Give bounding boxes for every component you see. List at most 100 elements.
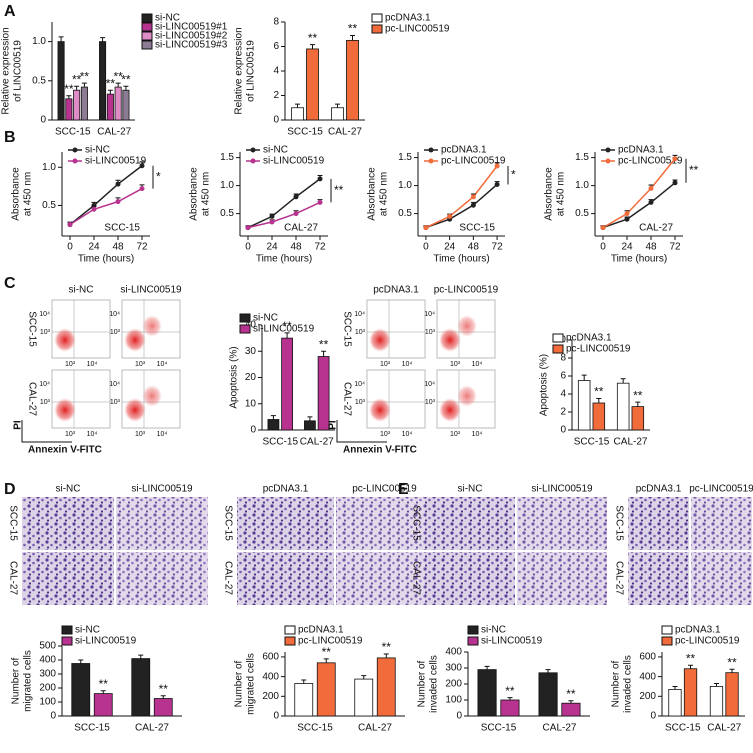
error-bar (123, 85, 129, 91)
legend-swatch (552, 333, 564, 343)
y-tick-label: 4 (273, 66, 279, 77)
legend-swatch (141, 31, 153, 41)
bar (346, 39, 359, 121)
y-tick-label: 0 (650, 711, 656, 722)
legend-label: si-LINC00519 (75, 636, 137, 647)
y-tick-label: 1.5 (398, 152, 412, 163)
y-tick-label: 0 (40, 115, 46, 126)
flow-tick-label: 10⁴ (39, 381, 50, 388)
error-bar (323, 658, 329, 663)
error-bar (713, 683, 719, 687)
point (447, 213, 453, 219)
error-bar (635, 401, 641, 407)
significance: ** (633, 388, 643, 402)
y-tick-label: 0.5 (575, 208, 589, 219)
error-bar (66, 95, 72, 99)
y-axis-label: Absorbance (11, 167, 22, 221)
error-bar (74, 85, 80, 91)
micrograph (336, 497, 433, 550)
line (425, 183, 498, 229)
y-axis-label: Absorbance (367, 167, 378, 221)
x-tick-label: SCC-15 (481, 723, 517, 734)
legend-swatch (284, 625, 296, 635)
y-tick-label: 40 (245, 320, 257, 331)
bar (106, 93, 114, 121)
significance: ** (72, 72, 82, 86)
line (602, 158, 676, 229)
error-bar (361, 675, 367, 680)
error-bar (138, 654, 144, 659)
legend-swatch (141, 13, 153, 23)
x-tick-label: 0 (423, 242, 429, 253)
legend-marker (250, 147, 256, 153)
flow-tick-label: 10³ (355, 329, 366, 336)
row-label: CAL-27 (26, 382, 37, 416)
error-bar (568, 700, 574, 704)
error-bar (78, 659, 84, 664)
legend-swatch (61, 625, 73, 635)
significance: ** (80, 69, 90, 83)
y-tick-label: 20 (245, 372, 257, 383)
x-tick-label: CAL-27 (97, 127, 131, 138)
row-label: SCC-15 (7, 505, 18, 541)
y-axis-label: invaded cells (623, 655, 634, 713)
flow-tick-label: 10⁴ (472, 361, 483, 368)
flow-tick-label: 10³ (380, 431, 391, 438)
bar (71, 663, 91, 717)
error-bar (335, 103, 340, 108)
flow-tick-label: 10⁴ (87, 431, 98, 438)
x-tick-label: 0 (600, 242, 606, 253)
y-tick-label: 300 (445, 663, 462, 674)
bar (709, 686, 724, 717)
micrograph (691, 552, 752, 605)
y-tick-label: 0.5 (42, 200, 56, 211)
flow-tick-label: 10⁴ (87, 361, 98, 368)
micrograph (628, 552, 689, 605)
legend-swatch (61, 636, 73, 646)
y-tick-label: 8 (273, 17, 279, 28)
y-tick-label: 400 (639, 671, 656, 682)
bar (267, 419, 280, 431)
legend-label: pc-LINC00519 (298, 636, 363, 647)
row-label: CAL-27 (222, 561, 233, 595)
flow-x-label: Annexin V-FITC (28, 445, 102, 456)
error-bar (729, 668, 735, 673)
x-tick-label: 72 (136, 242, 148, 253)
y-tick-label: 1.0 (32, 36, 46, 47)
significance: ** (348, 22, 358, 36)
error-bar (507, 697, 513, 700)
point (624, 216, 630, 222)
row-label: CAL-27 (341, 382, 352, 416)
point (245, 225, 251, 231)
error-bar (115, 82, 121, 88)
column-label: pc-LINC00519 (352, 484, 417, 495)
legend-marker (250, 158, 256, 164)
point (600, 225, 606, 231)
micrograph (116, 552, 208, 605)
y-axis-label: Apoptosis (%) (229, 346, 240, 408)
legend-label: si-NC (75, 625, 100, 636)
y-tick-label: 2 (560, 407, 566, 418)
error-bar (100, 37, 106, 42)
x-tick-label: SCC-15 (297, 723, 333, 734)
legend-marker (72, 158, 78, 164)
flow-tick-label: 10⁴ (109, 381, 120, 388)
y-tick-label: 0 (250, 425, 256, 436)
y-tick-label: 200 (39, 683, 56, 694)
flow-tick-label: 10³ (135, 361, 146, 368)
cell-line-label: SCC-15 (104, 223, 140, 234)
column-label: si-NC (458, 484, 483, 495)
flow-tick-label: 10³ (355, 399, 366, 406)
point (139, 186, 145, 192)
micrograph (425, 552, 515, 605)
bar (477, 669, 497, 717)
flow-tick-label: 10³ (110, 329, 121, 336)
y-tick-label: 400 (445, 647, 462, 658)
error-bar (596, 398, 602, 403)
y-tick-label: 10 (245, 398, 257, 409)
flow-tick-label: 10³ (135, 431, 146, 438)
bar (577, 380, 591, 431)
error-bar (620, 378, 626, 384)
flow-tick-label: 10³ (425, 329, 436, 336)
